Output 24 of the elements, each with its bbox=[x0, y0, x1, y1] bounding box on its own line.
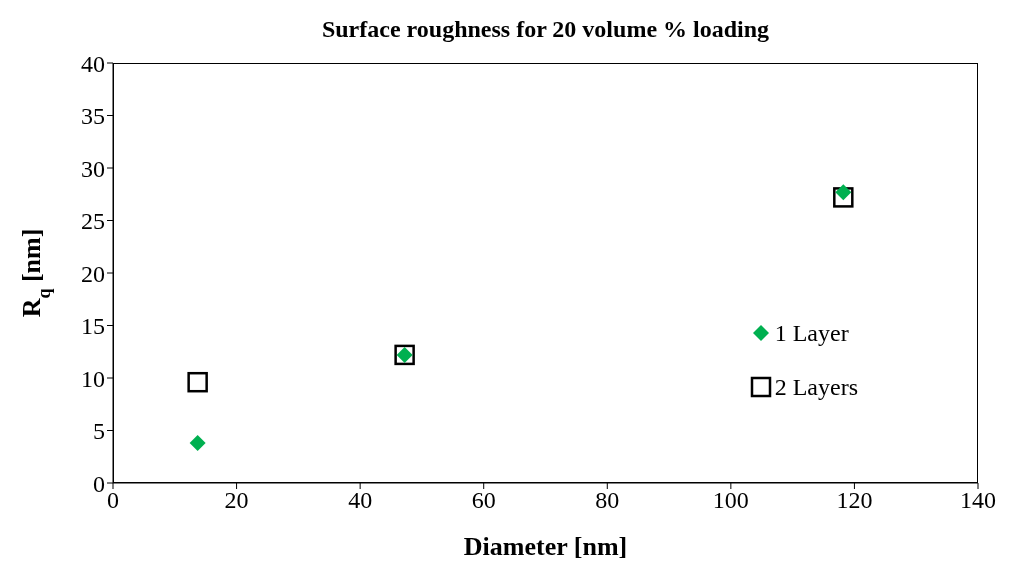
chart-title: Surface roughness for 20 volume % loading bbox=[320, 16, 771, 43]
legend-label: 1 Layer bbox=[774, 319, 849, 347]
x-tick-label: 40 bbox=[348, 487, 373, 514]
y-tick-label: 10 bbox=[81, 365, 105, 392]
y-tick-label: 40 bbox=[81, 50, 105, 77]
y-tick-label: 5 bbox=[93, 418, 105, 445]
x-tick-label: 120 bbox=[836, 487, 873, 514]
point bbox=[189, 435, 206, 452]
point bbox=[835, 184, 852, 201]
x-tick-label: 60 bbox=[471, 487, 496, 514]
y-tick-label: 20 bbox=[81, 260, 105, 287]
y-tick-label: 25 bbox=[81, 208, 105, 235]
x-tick-label: 20 bbox=[224, 487, 249, 514]
x-tick-label: 80 bbox=[595, 487, 620, 514]
legend-label: 2 Layers bbox=[774, 373, 858, 401]
x-tick-label: 140 bbox=[960, 487, 996, 514]
point bbox=[833, 187, 854, 208]
x-tick-label: 100 bbox=[712, 487, 749, 514]
point bbox=[187, 371, 208, 393]
x-axis-title: Diameter [nm] bbox=[463, 532, 628, 561]
y-tick-label: 15 bbox=[81, 313, 105, 340]
y-tick-label: 0 bbox=[93, 470, 105, 497]
y-tick-label: 35 bbox=[81, 103, 105, 130]
y-tick-label: 30 bbox=[81, 155, 105, 182]
